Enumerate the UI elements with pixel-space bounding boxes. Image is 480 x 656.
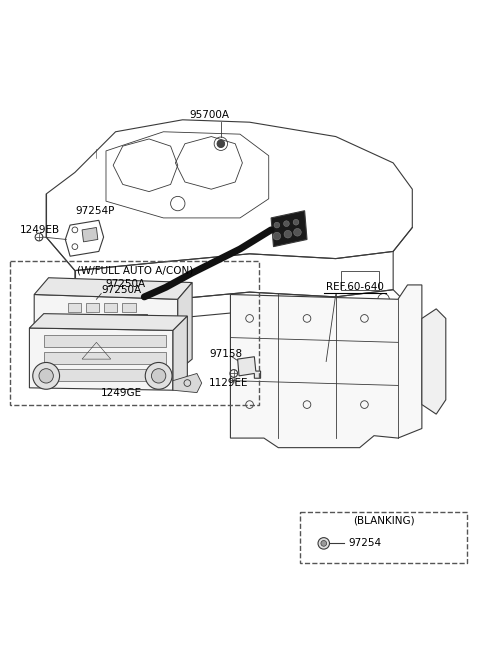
Circle shape [49, 329, 57, 337]
Text: (W/FULL AUTO A/CON): (W/FULL AUTO A/CON) [77, 266, 193, 276]
Bar [44, 352, 166, 364]
Bar [300, 512, 468, 562]
Text: 97254P: 97254P [75, 206, 114, 216]
Bar [10, 261, 259, 405]
Circle shape [145, 363, 172, 389]
Polygon shape [271, 211, 307, 247]
Bar [122, 303, 136, 312]
Text: (BLANKING): (BLANKING) [353, 516, 414, 526]
Text: 1129EE: 1129EE [209, 378, 248, 388]
Circle shape [284, 230, 292, 238]
Circle shape [33, 363, 60, 389]
Polygon shape [82, 228, 98, 242]
Bar [72, 321, 106, 338]
Circle shape [217, 140, 225, 148]
Circle shape [157, 331, 165, 339]
Text: 97158: 97158 [209, 350, 242, 359]
Bar [39, 369, 58, 375]
Text: REF.60-640: REF.60-640 [326, 282, 384, 293]
Text: 1249GE: 1249GE [101, 388, 143, 398]
Circle shape [293, 219, 299, 225]
Circle shape [45, 324, 62, 341]
Text: 97254: 97254 [348, 539, 381, 548]
Polygon shape [34, 295, 178, 371]
Circle shape [146, 320, 176, 350]
Bar [104, 303, 118, 312]
Circle shape [39, 369, 53, 383]
Bar [86, 303, 99, 312]
Bar [44, 369, 166, 380]
Polygon shape [173, 316, 187, 390]
Circle shape [274, 222, 280, 228]
Circle shape [153, 327, 169, 344]
Polygon shape [29, 314, 187, 331]
Text: 97250A: 97250A [101, 285, 141, 295]
Bar [158, 369, 178, 375]
Circle shape [273, 232, 281, 240]
Circle shape [97, 327, 115, 344]
Circle shape [284, 221, 289, 226]
Circle shape [294, 228, 301, 236]
Polygon shape [178, 283, 192, 371]
Circle shape [318, 538, 329, 549]
Circle shape [321, 541, 326, 546]
Circle shape [152, 369, 166, 383]
Polygon shape [34, 277, 192, 299]
Polygon shape [230, 285, 422, 447]
Bar [65, 314, 147, 345]
Bar [44, 335, 166, 347]
Text: 97250A: 97250A [105, 279, 145, 289]
Circle shape [91, 320, 121, 350]
Bar [340, 270, 379, 290]
Circle shape [102, 331, 110, 339]
Polygon shape [173, 373, 202, 392]
Polygon shape [422, 309, 446, 414]
Polygon shape [238, 357, 261, 379]
Circle shape [38, 318, 69, 348]
Bar [68, 303, 81, 312]
Text: 95700A: 95700A [189, 110, 229, 120]
Polygon shape [29, 328, 173, 390]
Text: 1249EB: 1249EB [20, 225, 60, 235]
